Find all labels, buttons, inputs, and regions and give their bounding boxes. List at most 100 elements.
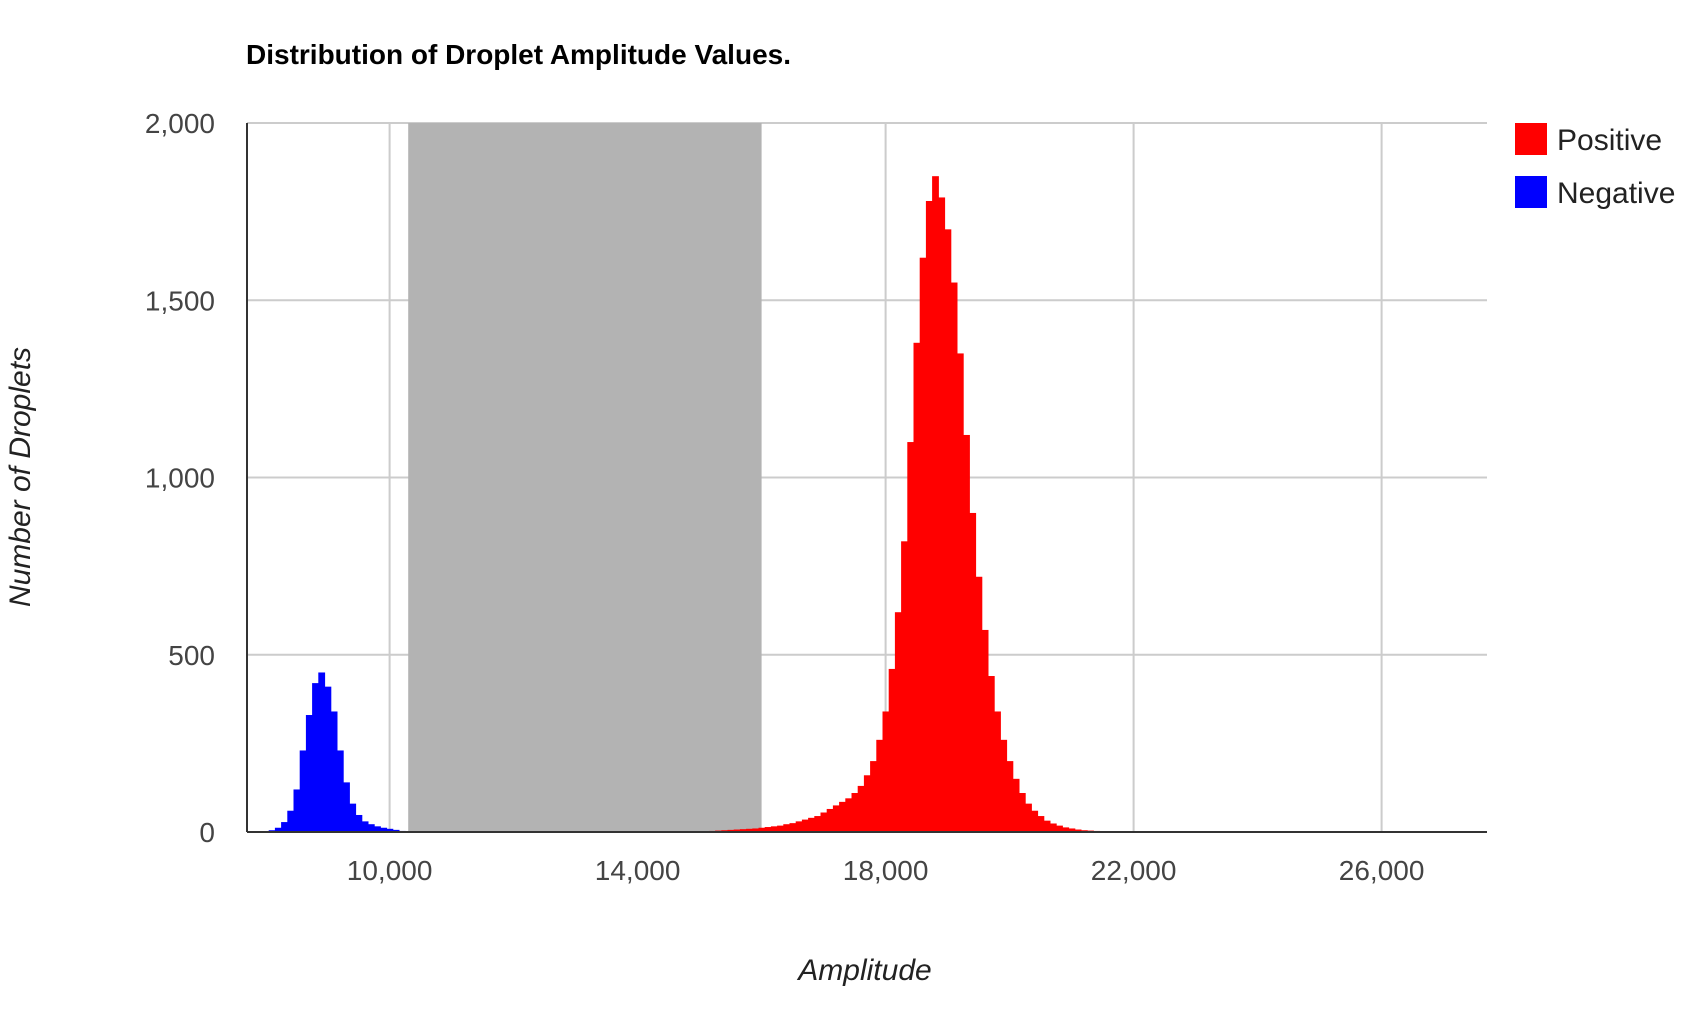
histogram-bar-positive bbox=[938, 197, 946, 832]
histogram-bar-positive bbox=[975, 576, 983, 832]
legend-swatch-positive bbox=[1515, 123, 1547, 155]
histogram-bar-positive bbox=[1025, 803, 1032, 832]
histogram-bar-positive bbox=[808, 817, 815, 832]
histogram-bar-positive bbox=[944, 229, 952, 833]
histogram-bar-positive bbox=[727, 829, 735, 832]
histogram-bar-positive bbox=[1043, 820, 1051, 832]
histogram-bar-positive bbox=[1006, 761, 1014, 832]
histogram-bar-positive bbox=[739, 829, 747, 832]
histogram-bar-positive bbox=[932, 176, 939, 833]
y-tick-label: 1,000 bbox=[145, 463, 215, 494]
histogram-bar-negative bbox=[274, 827, 282, 832]
histogram-series-layer bbox=[268, 176, 1113, 833]
histogram-bar-positive bbox=[789, 823, 797, 832]
histogram-bar-positive bbox=[950, 282, 958, 832]
histogram-bar-positive bbox=[1074, 829, 1082, 832]
histogram-bar-positive bbox=[801, 819, 809, 832]
histogram-bar-positive bbox=[851, 793, 859, 832]
histogram-bar-negative bbox=[287, 810, 295, 832]
histogram-bar-negative bbox=[349, 803, 357, 832]
histogram-bar-positive bbox=[981, 629, 989, 832]
histogram-bar-positive bbox=[919, 257, 927, 833]
legend-swatch-negative bbox=[1515, 176, 1547, 208]
chart-title: Distribution of Droplet Amplitude Values… bbox=[246, 39, 791, 70]
histogram-bar-negative bbox=[324, 686, 332, 832]
x-tick-label: 10,000 bbox=[347, 855, 433, 886]
histogram-bar-positive bbox=[814, 816, 822, 832]
histogram-bar-positive bbox=[1056, 825, 1063, 832]
histogram-bar-positive bbox=[913, 342, 921, 832]
y-tick-label: 0 bbox=[199, 817, 215, 848]
legend: Positive Negative bbox=[1515, 123, 1675, 210]
histogram-bar-positive bbox=[826, 808, 834, 832]
histogram-bar-negative bbox=[343, 782, 350, 832]
histogram-bar-positive bbox=[888, 668, 896, 832]
histogram-bar-positive bbox=[969, 512, 977, 832]
histogram-bar-positive bbox=[1037, 816, 1045, 832]
histogram-bar-positive bbox=[746, 828, 753, 832]
histogram-bar-negative bbox=[336, 750, 344, 832]
histogram-bar-positive bbox=[752, 828, 760, 832]
histogram-bar-negative bbox=[367, 824, 375, 832]
histogram-bar-negative bbox=[305, 715, 313, 832]
histogram-bar-positive bbox=[1012, 778, 1020, 832]
histogram-bar-positive bbox=[994, 711, 1001, 832]
histogram-bar-negative bbox=[299, 750, 307, 832]
histogram-bar-positive bbox=[770, 826, 778, 832]
histogram-bar-positive bbox=[925, 200, 933, 833]
x-tick-label: 22,000 bbox=[1091, 855, 1177, 886]
histogram-bar-positive bbox=[1068, 828, 1076, 832]
histogram-bar-positive bbox=[845, 798, 853, 832]
x-tick-label: 14,000 bbox=[595, 855, 681, 886]
y-tick-label: 1,500 bbox=[145, 285, 215, 316]
histogram-bar-positive bbox=[876, 739, 884, 832]
histogram-bar-negative bbox=[361, 821, 369, 832]
histogram-bar-positive bbox=[795, 821, 803, 832]
histogram-bar-positive bbox=[820, 812, 828, 832]
histogram-bar-negative bbox=[386, 828, 394, 832]
histogram-bar-positive bbox=[963, 434, 970, 832]
threshold-band bbox=[408, 123, 762, 832]
tick-labels: 10,000 14,000 18,000 22,000 26,000 0 500 1,000 1… bbox=[145, 108, 1424, 886]
histogram-bar-positive bbox=[894, 612, 902, 832]
histogram-bar-negative bbox=[392, 829, 400, 832]
axes bbox=[246, 123, 1487, 833]
histogram-bar-positive bbox=[839, 801, 846, 832]
histogram-bar-positive bbox=[764, 827, 772, 832]
histogram-bar-positive bbox=[1018, 793, 1026, 832]
x-axis-title: Amplitude bbox=[796, 954, 931, 987]
histogram-bar-positive bbox=[1049, 823, 1057, 832]
histogram-bar-positive bbox=[987, 676, 995, 832]
histogram-bar-negative bbox=[293, 789, 301, 832]
histogram-bar-positive bbox=[907, 442, 915, 832]
histogram-bar-positive bbox=[758, 827, 766, 832]
y-tick-label: 2,000 bbox=[145, 108, 215, 139]
histogram-bar-negative bbox=[355, 814, 363, 832]
histogram-bar-positive bbox=[832, 805, 840, 832]
histogram-bar-positive bbox=[870, 761, 877, 832]
histogram-bar-positive bbox=[1031, 810, 1039, 832]
histogram-bar-positive bbox=[956, 353, 964, 832]
histogram-bar-negative bbox=[330, 711, 338, 832]
histogram-bar-positive bbox=[882, 711, 890, 832]
histogram-bar-positive bbox=[863, 775, 871, 832]
histogram-bar-negative bbox=[374, 826, 381, 832]
histogram-bar-positive bbox=[901, 541, 908, 832]
histogram-bar-positive bbox=[857, 785, 865, 832]
histogram-bar-positive bbox=[777, 825, 784, 832]
histogram-bar-positive bbox=[733, 829, 741, 832]
histogram-bar-negative bbox=[318, 672, 326, 832]
x-tick-label: 26,000 bbox=[1339, 855, 1425, 886]
x-tick-label: 18,000 bbox=[843, 855, 929, 886]
legend-label-negative: Negative bbox=[1557, 177, 1675, 210]
histogram-bar-negative bbox=[281, 822, 288, 832]
histogram-bar-negative bbox=[312, 683, 319, 832]
y-axis-title: Number of Droplets bbox=[4, 347, 37, 607]
y-tick-label: 500 bbox=[168, 640, 215, 671]
histogram-bar-negative bbox=[380, 827, 388, 832]
legend-label-positive: Positive bbox=[1557, 124, 1662, 157]
threshold-band-layer bbox=[408, 123, 762, 832]
histogram-bar-positive bbox=[1062, 827, 1070, 832]
